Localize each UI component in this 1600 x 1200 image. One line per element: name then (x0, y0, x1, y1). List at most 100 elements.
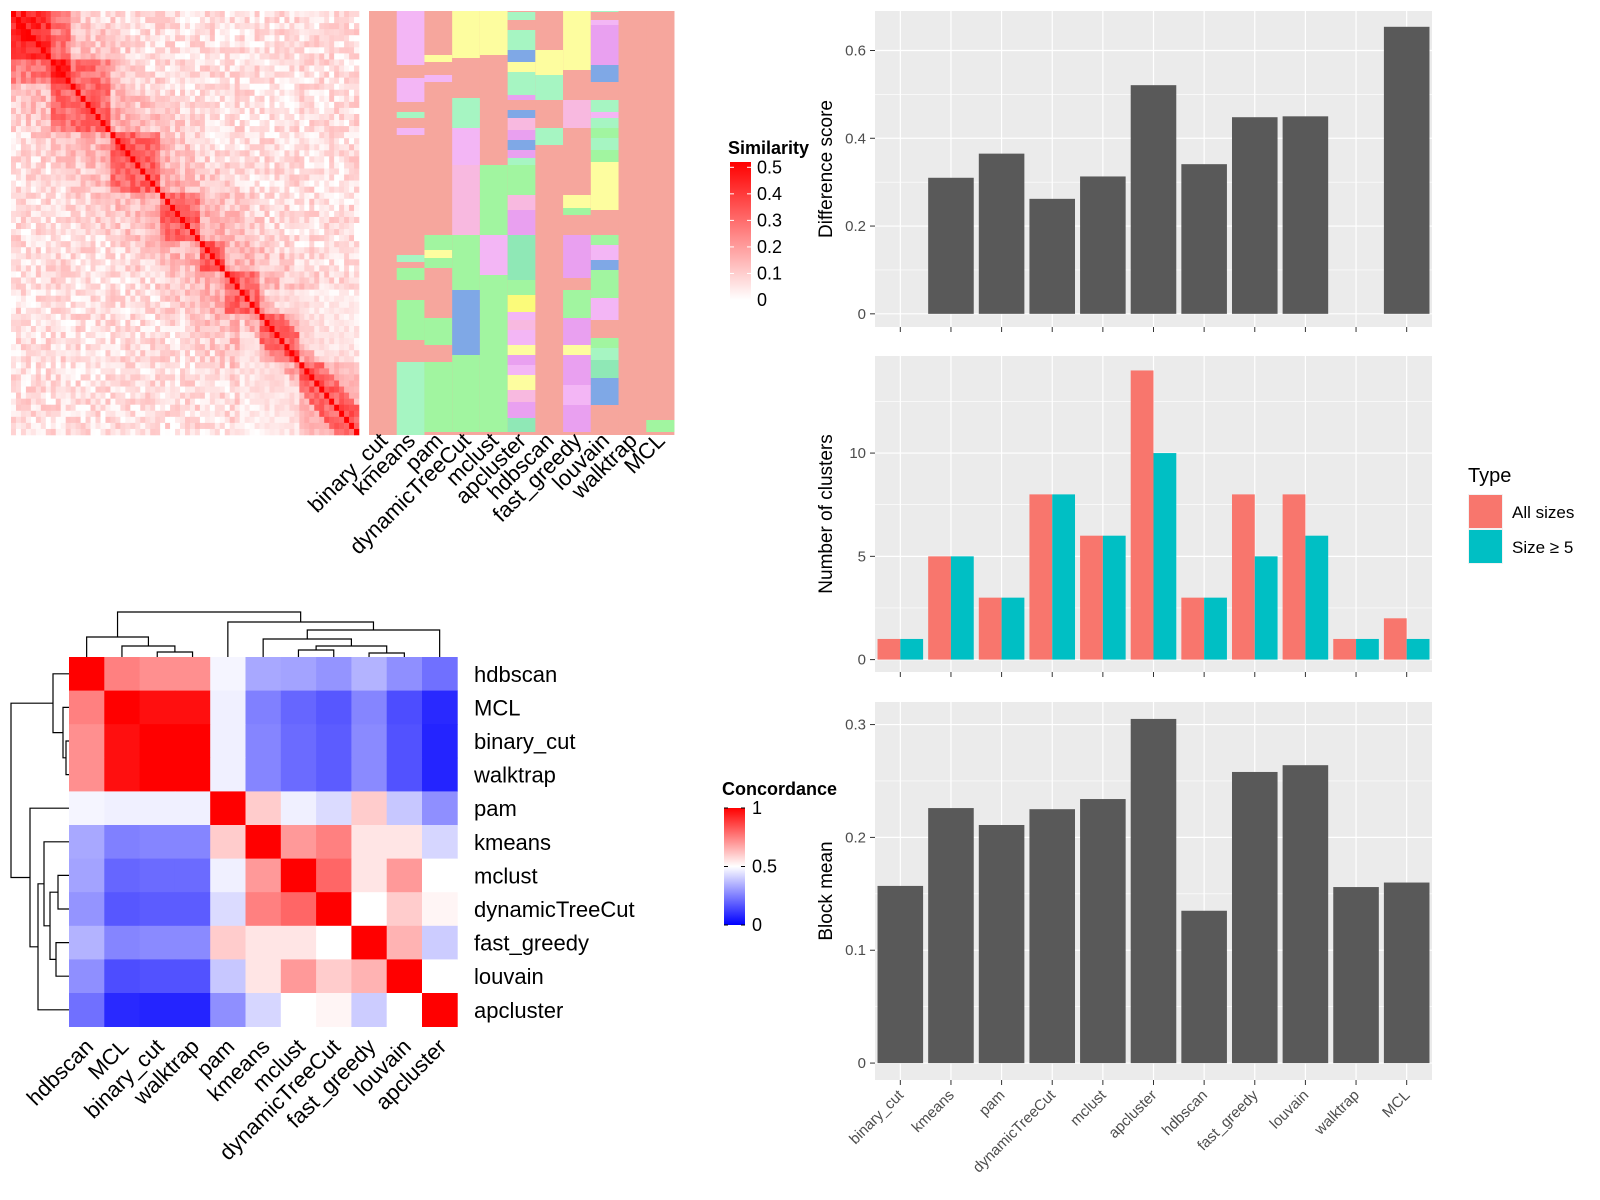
similarity-cell (70, 113, 76, 121)
similarity-cell (304, 410, 310, 418)
similarity-cell (165, 295, 171, 303)
similarity-cell (65, 144, 71, 151)
similarity-cell (20, 113, 27, 121)
similarity-cell (105, 53, 111, 60)
similarity-cell (155, 313, 161, 321)
similarity-cell (339, 59, 345, 66)
similarity-cell (180, 289, 186, 296)
similarity-cell (60, 344, 66, 351)
similarity-cell (95, 344, 101, 351)
similarity-cell (155, 41, 161, 48)
similarity-cell (354, 398, 360, 406)
similarity-cell (70, 325, 76, 333)
similarity-cell (130, 174, 136, 181)
similarity-cell (214, 29, 221, 36)
similarity-cell (50, 289, 57, 296)
similarity-cell (209, 150, 216, 157)
similarity-cell (334, 132, 340, 139)
similarity-cell (239, 11, 245, 18)
similarity-cell (199, 101, 206, 109)
similarity-cell (239, 223, 245, 230)
similarity-cell (50, 65, 57, 72)
similarity-cell (354, 295, 360, 303)
similarity-cell (145, 11, 151, 18)
similarity-cell (289, 235, 295, 242)
similarity-cell (180, 259, 186, 266)
similarity-cell (264, 180, 270, 187)
similarity-cell (354, 126, 360, 133)
similarity-cell (324, 380, 330, 387)
similarity-cell (214, 144, 221, 151)
similarity-cell (130, 404, 136, 412)
similarity-cell (219, 168, 226, 175)
similarity-cell (239, 71, 245, 78)
similarity-cell (180, 180, 186, 187)
similarity-cell (249, 344, 255, 351)
similarity-cell (95, 356, 101, 363)
similarity-cell (319, 259, 325, 266)
similarity-cell (269, 265, 275, 272)
similarity-cell (30, 186, 37, 194)
similarity-cell (304, 216, 310, 224)
similarity-cell (344, 313, 350, 321)
similarity-cell (339, 319, 345, 327)
similarity-cell (279, 150, 285, 157)
similarity-cell (50, 307, 57, 315)
similarity-cell (199, 47, 206, 54)
similarity-cell (15, 410, 22, 418)
similarity-cell (30, 428, 37, 436)
similarity-cell (30, 344, 37, 351)
similarity-cell (284, 416, 290, 424)
similarity-cell (334, 59, 340, 66)
similarity-cell (314, 77, 320, 84)
similarity-cell (274, 289, 280, 296)
similarity-cell (219, 271, 226, 278)
similarity-cell (165, 223, 171, 230)
similarity-cell (289, 338, 295, 345)
similarity-cell (45, 23, 52, 30)
similarity-cell (234, 338, 240, 345)
similarity-cell (185, 289, 191, 296)
similarity-cell (234, 271, 240, 278)
annotation-segment (507, 30, 536, 50)
similarity-cell (155, 404, 161, 412)
similarity-cell (185, 53, 191, 60)
similarity-cell (20, 138, 27, 145)
similarity-cell (110, 168, 116, 175)
similarity-cell (264, 253, 270, 260)
similarity-cell (140, 356, 146, 363)
similarity-cell (239, 265, 245, 272)
similarity-cell (229, 180, 236, 187)
similarity-cell (249, 150, 255, 157)
similarity-cell (105, 35, 111, 42)
annotation-segment (424, 250, 453, 258)
similarity-cell (160, 295, 166, 303)
similarity-cell (299, 186, 305, 194)
similarity-cell (55, 416, 62, 424)
similarity-cell (279, 113, 285, 121)
similarity-cell (224, 65, 231, 72)
similarity-cell (110, 162, 116, 169)
similarity-cell (180, 356, 186, 363)
similarity-cell (224, 368, 231, 375)
similarity-cell (309, 180, 315, 187)
similarity-cell (65, 259, 71, 266)
similarity-cell (80, 35, 86, 42)
similarity-cell (339, 265, 345, 272)
similarity-cell (80, 223, 86, 230)
similarity-cell (100, 235, 106, 242)
similarity-cell (344, 229, 350, 236)
similarity-cell (244, 35, 250, 42)
similarity-cell (204, 101, 211, 109)
similarity-cell (105, 113, 111, 121)
similarity-cell (115, 398, 121, 406)
similarity-cell (309, 120, 315, 127)
similarity-cell (180, 368, 186, 375)
similarity-cell (170, 83, 176, 91)
similarity-cell (125, 89, 131, 97)
similarity-cell (349, 17, 355, 24)
similarity-cell (304, 29, 310, 36)
similarity-cell (15, 150, 22, 157)
similarity-cell (85, 283, 91, 290)
similarity-cell (125, 325, 131, 333)
